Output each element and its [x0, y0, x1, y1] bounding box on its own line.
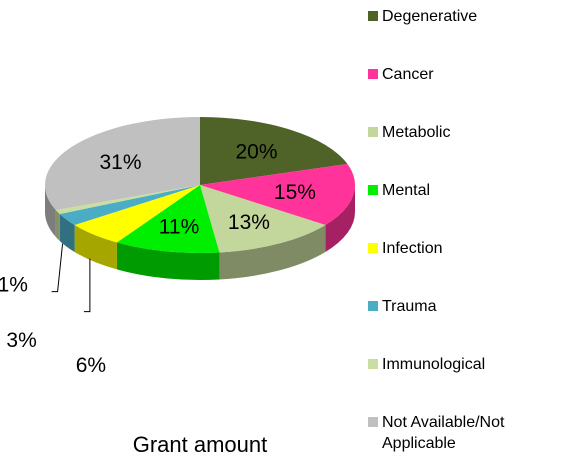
legend-label: Trauma: [382, 298, 437, 315]
chart-title: Grant amount: [133, 432, 268, 457]
legend-label: Cancer: [382, 66, 434, 83]
sides: [45, 185, 355, 280]
legend-item: Degenerative: [368, 6, 558, 27]
legend-item: Trauma: [368, 296, 558, 317]
legend-label: Metabolic: [382, 124, 451, 141]
pie-slice: [200, 163, 355, 225]
data-label: 20%: [235, 140, 277, 163]
legend-swatch: [368, 127, 378, 137]
legend-item: Not Available/Not Applicable: [368, 412, 558, 454]
tops: [44, 117, 355, 254]
pie-slice: [200, 185, 326, 253]
data-label: 15%: [274, 181, 316, 204]
data-label: 6%: [76, 354, 106, 377]
legend-swatch: [368, 69, 378, 79]
pie-side: [325, 185, 355, 252]
pie-side: [55, 210, 60, 241]
legend-label: Immunological: [382, 356, 486, 373]
legend-item: Cancer: [368, 64, 558, 85]
legend-swatch: [368, 301, 378, 311]
pie-side: [74, 224, 117, 270]
legend-swatch: [368, 359, 378, 369]
pie-side: [116, 242, 220, 280]
legend-label: Mental: [382, 182, 431, 199]
pie-side: [219, 224, 326, 280]
data-label: 11%: [159, 216, 199, 239]
leader-line: [83, 258, 91, 313]
pie-slice: [59, 185, 201, 225]
legend-swatch: [368, 11, 378, 21]
data-label: 31%: [100, 151, 142, 174]
legend-label: Degenerative: [382, 8, 478, 25]
legend-item: Infection: [368, 238, 558, 259]
pie-slice: [200, 117, 348, 185]
data-label: 1%: [0, 274, 28, 297]
legend-swatch: [368, 417, 378, 427]
pie-slice: [44, 117, 201, 211]
pie-side: [59, 213, 75, 252]
labels: 20% 15%13% 11% 6% 3% 1% 31%: [0, 140, 316, 377]
pie-side: [45, 185, 56, 238]
legend-item: Immunological: [368, 354, 558, 375]
data-label: 3%: [6, 329, 36, 352]
legend-label: Not Available/Not Applicable: [382, 414, 505, 452]
leader-line: [51, 243, 64, 293]
legend-item: Metabolic: [368, 122, 558, 143]
data-label: 13%: [228, 211, 270, 234]
legend-swatch: [368, 243, 378, 253]
pie-slice: [116, 185, 220, 254]
legend-label: Infection: [382, 240, 443, 257]
legend-item: Mental: [368, 180, 558, 201]
pie-slice: [55, 185, 200, 214]
legend-swatch: [368, 185, 378, 195]
pie-slice: [74, 185, 200, 243]
